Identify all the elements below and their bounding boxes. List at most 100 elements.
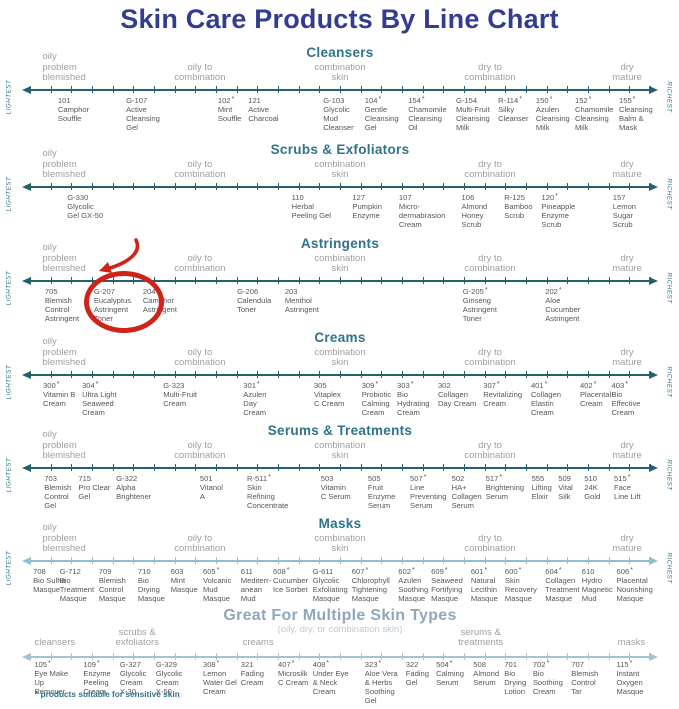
sensitive-star: * [558, 287, 562, 294]
product-code: 127 [352, 193, 382, 202]
axis-tick [526, 464, 527, 471]
section-title: Creams [314, 330, 366, 345]
product-707: 707 Blemish Control Tar [571, 660, 598, 696]
section-subtitle: (oily, dry, or combination skin) [277, 624, 403, 635]
product-code-text: 503 [320, 474, 334, 483]
axis-tick [402, 371, 403, 378]
zone-label: dry mature [612, 346, 642, 369]
product-703: 703 Blemish Control Gel [44, 474, 71, 510]
zone-label: oily problem blemished [42, 522, 86, 555]
axis-tick [92, 653, 93, 660]
product-code-text: 600 [504, 567, 518, 576]
product-code-text: 610 [581, 567, 595, 576]
sensitive-star: * [625, 381, 628, 388]
axis-arrow-left-icon [22, 370, 31, 379]
product-name: Eye Make Up Remover [34, 669, 69, 697]
zone-label: serums & treatments [458, 626, 504, 649]
product-606: 606* Placental Nourishing Masque [617, 567, 653, 603]
axis-tick [174, 653, 176, 660]
axis-tick [257, 86, 259, 93]
product-name: Multi-Fruit Cleansing Milk [455, 105, 490, 133]
sensitive-star: * [630, 567, 633, 574]
axis-tick [278, 183, 279, 190]
axis-tick [236, 277, 238, 284]
axis-arrow-left-icon [22, 276, 31, 285]
axis-tick [92, 86, 93, 93]
product-code: 605* [203, 567, 231, 576]
product-407: 407* Microsilk C Cream [278, 660, 308, 687]
axis-tick [50, 653, 52, 660]
product-name: Alpha Brightener [116, 483, 152, 502]
product-code: 611 [241, 567, 271, 576]
product-name: Bamboo Scrub [504, 202, 533, 221]
product-code-text: 106 [461, 193, 475, 202]
sensitive-star: * [286, 567, 290, 574]
product-name: Blemish Control Astringent [44, 296, 80, 324]
product-203: 203 Menthol Astringent [285, 287, 319, 314]
product-name: Revitalizing Cream [483, 390, 523, 409]
axis-tick [588, 183, 589, 190]
zone-labels: oily problem blemished oily to combinatio… [30, 515, 650, 557]
axis-tick [133, 86, 135, 93]
product-name: Glycolic Cream X-30 [119, 669, 147, 697]
product-code-text: 505 [367, 474, 381, 483]
product-code: G-330 [67, 193, 103, 202]
product-120: 120* Pineapple Enzyme Scrub [542, 193, 576, 229]
axis-tick [216, 277, 217, 284]
zone-label: dry to combination [464, 158, 516, 181]
product-code-text: 611 [240, 567, 253, 576]
axis-tick [608, 653, 610, 660]
axis-tick [464, 183, 465, 190]
product-name: Aloe Cucumber Astringent [545, 296, 581, 324]
product-code: 109* [83, 660, 110, 669]
axis-arrow-right-icon [649, 85, 658, 94]
product-name: Lemon Sugar Scrub [612, 202, 637, 230]
axis-tick [195, 183, 197, 190]
axis-tick [381, 86, 383, 93]
sensitive-star: * [326, 660, 330, 667]
product-code-text: 305 [313, 381, 327, 390]
zone-label: combination skin [314, 61, 366, 84]
axis-tick [381, 371, 383, 378]
product-code: 601* [471, 567, 498, 576]
product-code-text: R-511 [247, 474, 268, 483]
product-g-103: G-103 Glycolic Mud Cleanser [323, 96, 353, 132]
product-code: 303* [397, 381, 430, 390]
product-157: 157 Lemon Sugar Scrub [613, 193, 650, 229]
product-code: 515* [614, 474, 641, 483]
sensitive-star: * [378, 660, 382, 667]
product-name: Vitamin B Cream [43, 390, 76, 409]
product-name: Camphor Souffle [57, 105, 90, 124]
axis-tick [629, 86, 631, 93]
axis-tick [464, 371, 465, 378]
axis-tick [588, 86, 589, 93]
edge-label-richest-text: RICHEST [665, 459, 673, 491]
product-name: Ginseng Astringent Toner [462, 296, 497, 324]
axis-tick [360, 653, 362, 660]
product-305: 305 Vitaplex C Cream [314, 381, 344, 408]
sensitive-star: * [378, 96, 382, 103]
product-name: Glycolic Cream X-50 [155, 669, 183, 697]
axis-tick [526, 277, 527, 284]
axis-tick [216, 653, 217, 660]
axis-tick [464, 86, 465, 93]
product-code: 609* [431, 567, 463, 576]
product-name: Pumpkin Enzyme [352, 202, 382, 221]
sensitive-star: * [519, 96, 522, 103]
product-name: Bio Effective Cream [611, 390, 641, 418]
zone-label: oily problem blemished [42, 242, 86, 275]
product-name: Mint Masque [170, 576, 198, 595]
product-name: Menthol Astringent [284, 296, 320, 315]
zone-label: combination skin [314, 252, 366, 275]
zone-label: dry mature [612, 532, 642, 555]
axis-tick [71, 557, 73, 564]
product-502: 502 HA+ Collagen Serum [452, 474, 482, 510]
edge-label-richest-text: RICHEST [665, 81, 673, 113]
product-name: Microsilk C Cream [278, 669, 309, 688]
product-name: Under Eye & Neck Cream [312, 669, 349, 697]
product-code: 121 [248, 96, 278, 105]
product-code-text: 606 [616, 567, 630, 576]
product-code: 504* [436, 660, 464, 669]
product-name: Glycolic Exfoliating Masque [312, 576, 348, 604]
product-code-text: R-114 [498, 96, 519, 105]
